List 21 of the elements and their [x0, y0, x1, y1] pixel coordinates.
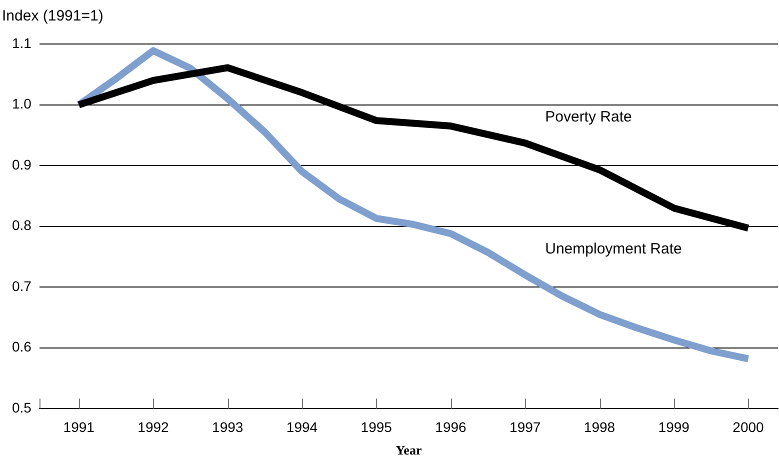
y-tick-label: 1.0	[12, 96, 32, 112]
y-tick-label: 0.5	[12, 399, 32, 416]
x-axis-title: Year	[396, 442, 422, 458]
x-tick-label: 1998	[584, 418, 616, 435]
x-tick-label: 1995	[360, 418, 392, 435]
x-tick-label: 1991	[63, 418, 95, 435]
x-tick-label: 1997	[510, 418, 541, 435]
y-tick-label: 0.8	[12, 217, 32, 234]
x-tick-label: 2000	[732, 418, 764, 435]
x-tick-label: 1993	[212, 418, 244, 435]
series-label: Poverty Rate	[545, 108, 632, 126]
x-tick-label: 1996	[435, 418, 467, 435]
y-tick-label: 0.9	[12, 156, 32, 172]
y-tick-label: 0.6	[12, 338, 32, 355]
x-tick-label: 1999	[658, 418, 690, 435]
x-tick-label: 1994	[286, 418, 318, 435]
y-axis-title: Index (1991=1)	[2, 8, 104, 25]
y-tick-label: 1.1	[12, 34, 32, 51]
x-tick-label: 1992	[138, 418, 170, 435]
y-tick-label: 0.7	[12, 278, 32, 294]
series-label: Unemployment Rate	[545, 240, 682, 258]
